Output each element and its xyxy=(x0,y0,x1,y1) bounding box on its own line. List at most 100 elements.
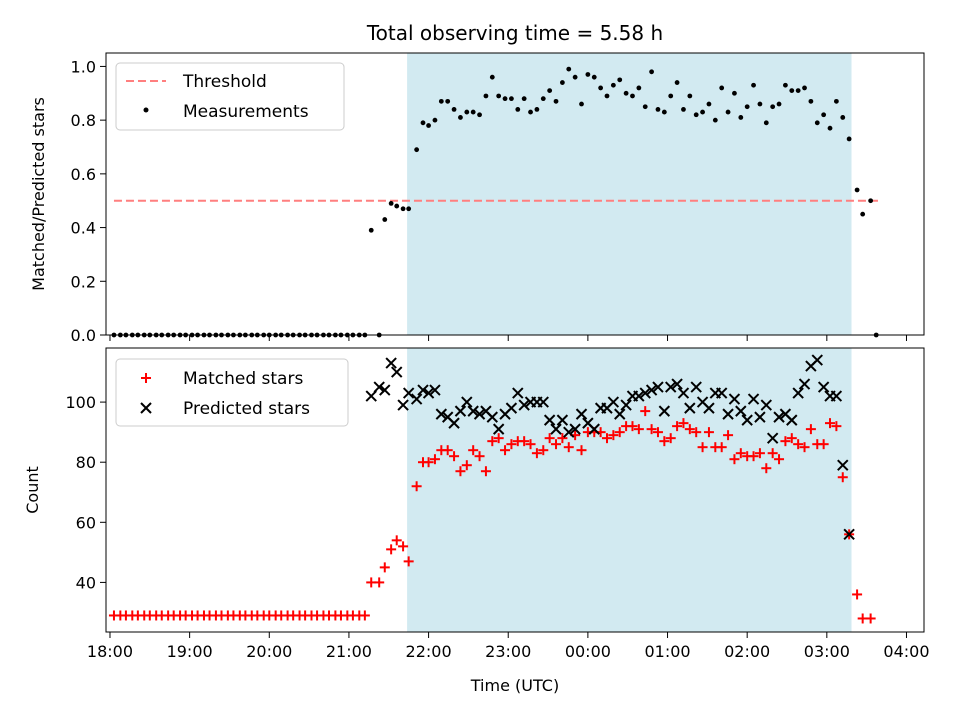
matched-stars-point xyxy=(411,481,422,492)
measurement-point xyxy=(502,96,508,102)
matched-stars-point xyxy=(506,439,517,450)
predicted-stars-point xyxy=(379,384,391,396)
matched-stars-point xyxy=(640,406,651,417)
predicted-stars-point xyxy=(792,387,804,399)
measurement-point xyxy=(854,187,860,193)
measurement-point xyxy=(432,117,438,123)
x-tick-label: 20:00 xyxy=(246,642,292,661)
count-y-axis-label: Count xyxy=(23,466,42,514)
matched-stars-point xyxy=(525,439,536,450)
measurement-point xyxy=(725,109,731,115)
measurement-point xyxy=(382,217,388,222)
x-tick-label: 00:00 xyxy=(565,642,611,661)
measurement-point xyxy=(642,104,648,110)
measurement-point xyxy=(789,88,795,93)
measurement-point xyxy=(394,203,400,209)
matched-stars-point xyxy=(386,544,397,555)
measurement-point xyxy=(674,80,680,85)
measurement-point xyxy=(509,96,514,102)
matched-stars-point xyxy=(474,451,485,462)
predicted-stars-point xyxy=(747,393,760,405)
measurement-point xyxy=(464,109,470,115)
predicted-stars-point xyxy=(550,423,562,435)
measurement-point xyxy=(458,115,463,120)
x-tick-label: 04:00 xyxy=(883,642,929,661)
measurement-point xyxy=(438,98,444,104)
matched-stars-point xyxy=(500,445,511,456)
predicted-stars-point xyxy=(786,414,798,426)
measurement-point xyxy=(655,107,661,112)
count-axes-frame xyxy=(105,347,925,633)
measurement-point xyxy=(540,96,546,102)
measurement-point xyxy=(751,82,756,88)
matched-stars-point xyxy=(398,541,409,552)
predicted-stars-point xyxy=(402,387,415,399)
predicted-stars-point xyxy=(671,378,683,390)
measurement-point xyxy=(496,93,502,99)
predicted-stars-point xyxy=(677,387,690,399)
measurement-point xyxy=(860,211,866,217)
measurement-point xyxy=(814,120,820,126)
measurement-point xyxy=(763,120,769,126)
matched-stars-point xyxy=(531,448,542,459)
matched-stars-point xyxy=(780,436,791,447)
measurement-point xyxy=(783,82,788,88)
matched-stars-point xyxy=(646,424,657,435)
predicted-stars-point xyxy=(486,411,499,423)
count-legend-box xyxy=(115,358,349,427)
matched-stars-point xyxy=(729,454,740,465)
predicted-stars-point xyxy=(614,408,626,420)
ratio-legend: Threshold Measurements xyxy=(115,62,345,131)
matched-stars-point xyxy=(391,535,402,546)
predicted-stars-point xyxy=(830,390,843,402)
matched-stars-point xyxy=(374,577,385,588)
predicted-stars-point xyxy=(607,396,620,408)
y-tick-label: 0.8 xyxy=(71,111,96,130)
predicted-stars-point xyxy=(633,390,645,402)
measurements-legend-swatch xyxy=(143,107,149,113)
measurement-point xyxy=(451,107,457,112)
predicted-stars-point xyxy=(461,396,473,408)
matched-stars-point xyxy=(716,442,727,453)
predicted-stars-point xyxy=(563,426,575,438)
ratio-legend-box xyxy=(115,62,345,131)
predicted-stars-point xyxy=(397,399,409,411)
predicted-stars-point xyxy=(728,393,741,405)
predicted-stars-point xyxy=(735,405,747,417)
predicted-stars-point xyxy=(429,384,441,396)
matched-stars-point xyxy=(672,421,683,432)
figure-title: Total observing time = 5.58 h xyxy=(366,21,663,45)
predicted-stars-point xyxy=(575,408,588,420)
x-tick-label: 02:00 xyxy=(724,642,770,661)
predicted-stars-point xyxy=(760,399,773,411)
matched-stars-point xyxy=(449,451,460,462)
predicted-stars-point xyxy=(569,423,581,435)
matched-stars-point xyxy=(633,424,644,435)
predicted-stars-point xyxy=(556,414,569,426)
predicted-stars-point xyxy=(665,381,677,393)
measurement-point xyxy=(406,206,412,212)
matched-stars-point xyxy=(723,430,734,441)
count-legend: Matched stars Predicted stars xyxy=(115,358,349,427)
predicted-stars-point xyxy=(754,411,766,423)
measurement-point xyxy=(700,109,705,115)
matched-stars-point xyxy=(774,454,785,465)
predicted-stars-point xyxy=(741,414,753,426)
measurements-legend-label: Measurements xyxy=(183,102,309,122)
measurement-point xyxy=(515,107,521,112)
predicted-stars-point xyxy=(766,432,779,444)
predicted-stars-point xyxy=(690,381,702,393)
count-panel: 40 60 80 100 18:00 19:00 20:00 21:00 22:00 23:00… xyxy=(23,347,930,695)
y-tick-label: 80 xyxy=(76,453,96,472)
measurement-point xyxy=(738,115,744,120)
predicted-stars-point xyxy=(773,411,785,423)
measurement-point xyxy=(483,93,489,99)
matched-stars-point xyxy=(608,430,619,441)
y-tick-label: 1.0 xyxy=(71,57,96,76)
measurement-point xyxy=(534,107,540,112)
measurement-point xyxy=(795,88,801,93)
measurement-point xyxy=(802,85,807,91)
matched-stars-point xyxy=(461,460,472,471)
predicted-stars-point xyxy=(454,405,467,417)
measurement-point xyxy=(445,98,451,104)
